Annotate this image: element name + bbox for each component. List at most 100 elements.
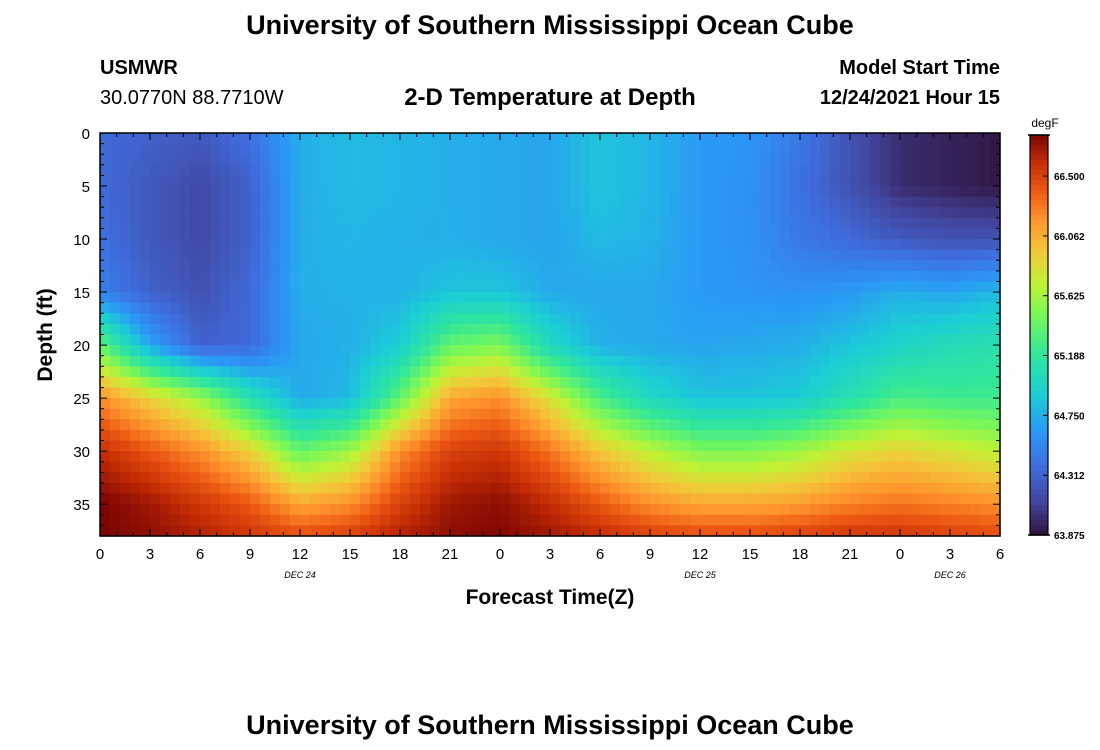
heatmap-cell <box>960 143 971 155</box>
heatmap-cell <box>550 419 561 431</box>
heatmap-cell <box>270 228 281 240</box>
heatmap-cell <box>640 461 651 473</box>
heatmap-cell <box>610 472 621 484</box>
heatmap-cell <box>330 313 341 325</box>
heatmap-cell <box>720 376 731 389</box>
heatmap-cell <box>770 472 781 484</box>
heatmap-cell <box>230 302 241 314</box>
heatmap-cell <box>230 207 241 219</box>
heatmap-cell <box>410 419 421 431</box>
heatmap-cell <box>990 133 1001 145</box>
heatmap-cell <box>360 143 371 155</box>
heatmap-cell <box>370 313 381 325</box>
heatmap-cell <box>970 334 981 346</box>
heatmap-cell <box>240 133 251 145</box>
heatmap-cell <box>100 313 111 325</box>
heatmap-cell <box>930 440 941 452</box>
heatmap-cell <box>660 292 671 304</box>
heatmap-cell <box>700 419 711 431</box>
heatmap-cell <box>380 196 391 208</box>
heatmap-cell <box>190 355 201 367</box>
heatmap-cell <box>870 355 881 367</box>
heatmap-cell <box>210 482 221 495</box>
heatmap-cell <box>320 249 331 261</box>
heatmap-cell <box>710 376 721 389</box>
heatmap-cell <box>240 482 251 495</box>
heatmap-cell <box>850 154 861 166</box>
heatmap-cell <box>250 143 261 155</box>
heatmap-cell <box>630 260 641 272</box>
heatmap-cell <box>510 207 521 219</box>
heatmap-cell <box>210 387 221 399</box>
heatmap-cell <box>260 196 271 208</box>
heatmap-cell <box>450 164 461 177</box>
heatmap-cell <box>280 164 291 177</box>
heatmap-cell <box>480 440 491 452</box>
heatmap-cell <box>230 493 241 505</box>
heatmap-cell <box>380 366 391 378</box>
heatmap-cell <box>860 133 871 145</box>
heatmap-cell <box>240 334 251 346</box>
heatmap-cell <box>100 323 111 336</box>
heatmap-cell <box>830 398 841 410</box>
heatmap-cell <box>350 323 361 336</box>
heatmap-cell <box>850 133 861 145</box>
heatmap-cell <box>390 387 401 399</box>
heatmap-cell <box>120 482 131 495</box>
heatmap-cell <box>410 514 421 526</box>
heatmap-cell <box>660 461 671 473</box>
heatmap-cell <box>480 504 491 516</box>
heatmap-cell <box>600 525 611 537</box>
heatmap-cell <box>410 133 421 145</box>
heatmap-cell <box>790 143 801 155</box>
heatmap-cell <box>960 493 971 505</box>
heatmap-cell <box>480 292 491 304</box>
heatmap-cell <box>450 239 461 251</box>
heatmap-cell <box>700 154 711 166</box>
heatmap-cell <box>270 525 281 537</box>
heatmap-cell <box>680 154 691 166</box>
heatmap-cell <box>320 313 331 325</box>
heatmap-cell <box>840 366 851 378</box>
heatmap-cell <box>220 260 231 272</box>
heatmap-cell <box>990 398 1001 410</box>
heatmap-cell <box>940 239 951 251</box>
heatmap-cell <box>490 345 501 357</box>
heatmap-cell <box>460 292 471 304</box>
heatmap-cell <box>280 334 291 346</box>
heatmap-cell <box>260 281 271 293</box>
heatmap-cell <box>460 249 471 261</box>
heatmap-cell <box>440 355 451 367</box>
heatmap-cell <box>320 345 331 357</box>
heatmap-cell <box>560 366 571 378</box>
heatmap-cell <box>880 440 891 452</box>
heatmap-cell <box>760 366 771 378</box>
heatmap-cell <box>440 186 451 198</box>
heatmap-cell <box>550 504 561 516</box>
colorbar-tick-label: 63.875 <box>1054 531 1085 542</box>
heatmap-cell <box>590 175 601 187</box>
heatmap-cell <box>680 217 691 230</box>
heatmap-cell <box>910 504 921 516</box>
heatmap-cell <box>600 133 611 145</box>
heatmap-cell <box>830 143 841 155</box>
heatmap-cell <box>500 217 511 230</box>
heatmap-cell <box>840 387 851 399</box>
heatmap-cell <box>730 154 741 166</box>
colorbar-segment <box>1030 325 1048 331</box>
heatmap-cell <box>660 270 671 283</box>
heatmap-cell <box>970 482 981 495</box>
heatmap-cell <box>190 313 201 325</box>
heatmap-cell <box>730 345 741 357</box>
heatmap-cell <box>940 429 951 442</box>
heatmap-cell <box>190 419 201 431</box>
heatmap-cell <box>490 196 501 208</box>
heatmap-cell <box>300 217 311 230</box>
heatmap-cell <box>910 408 921 420</box>
heatmap-cell <box>270 408 281 420</box>
heatmap-cell <box>810 186 821 198</box>
heatmap-cell <box>500 281 511 293</box>
heatmap-cell <box>360 419 371 431</box>
heatmap-cell <box>190 440 201 452</box>
heatmap-cell <box>510 398 521 410</box>
